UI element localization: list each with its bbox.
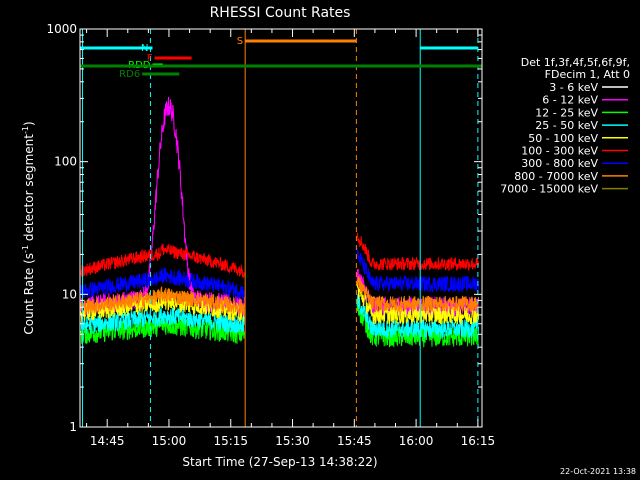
x-tick-label: 16:00 — [399, 434, 434, 448]
y-axis-label-mid: detector segment — [22, 134, 36, 245]
series-line-orange — [80, 276, 479, 317]
x-tick-label: 15:00 — [152, 434, 187, 448]
legend-label: 7000 - 15000 keV — [500, 183, 598, 196]
footer-date: 22-Oct-2021 13:38 — [560, 467, 636, 476]
vertical-markers — [81, 29, 479, 427]
chart-title: RHESSI Count Rates — [210, 5, 351, 21]
x-tick-label: 15:30 — [275, 434, 310, 448]
flag-label-rd6: RD6 — [119, 69, 140, 80]
y-tick-label: 10 — [62, 287, 77, 301]
flag-label-s: S — [237, 36, 243, 47]
series-line-cyan — [80, 294, 479, 339]
x-tick-label: 15:45 — [337, 434, 372, 448]
legend-label: 300 - 800 keV — [521, 157, 598, 170]
legend-label: 100 - 300 keV — [521, 145, 598, 158]
legend-label: 6 - 12 keV — [542, 94, 598, 107]
y-axis-label-end: ) — [22, 121, 36, 126]
legend-header-0: Det 1f,3f,4f,5f,6f,9f, — [521, 56, 630, 69]
series-line-blue — [80, 247, 479, 299]
x-axis: 14:45 15:00 15:15 15:30 15:45 16:00 16:15 — [86, 29, 496, 448]
series-layer — [80, 96, 479, 381]
legend-label: 25 - 50 keV — [535, 119, 598, 132]
legend: Det 1f,3f,4f,5f,6f,9f,FDecim 1, Att 03 -… — [500, 56, 630, 196]
legend-label: 800 - 7000 keV — [514, 170, 598, 183]
y-axis-label-sup2: -1 — [21, 126, 30, 134]
flag-label-n: N — [141, 43, 148, 54]
series-line-red — [80, 232, 479, 279]
y-axis-label-main: Count Rate (s — [22, 253, 36, 335]
series-line-black — [80, 120, 479, 381]
legend-label: 12 - 25 keV — [535, 106, 598, 119]
y-axis: 1 10 100 1000 — [46, 22, 482, 434]
x-axis-label: Start Time (27-Sep-13 14:38:22) — [182, 455, 377, 469]
y-axis-label-sup1: -1 — [21, 245, 30, 253]
flag-label-f: F — [147, 53, 153, 64]
plot-frame — [79, 28, 483, 428]
legend-label: 50 - 100 keV — [528, 132, 598, 145]
x-tick-label: 14:45 — [90, 434, 125, 448]
y-tick-label: 1 — [69, 420, 77, 434]
y-tick-label: 1000 — [46, 22, 77, 36]
legend-header-1: FDecim 1, Att 0 — [545, 68, 630, 81]
flag-bars: NSFRDDRD6 — [80, 36, 482, 80]
x-tick-label: 16:15 — [461, 434, 496, 448]
x-tick-label: 15:15 — [213, 434, 248, 448]
legend-label: 3 - 6 keV — [549, 81, 598, 94]
y-axis-label: Count Rate (s-1 detector segment-1) — [21, 121, 36, 334]
y-tick-label: 100 — [54, 155, 77, 169]
